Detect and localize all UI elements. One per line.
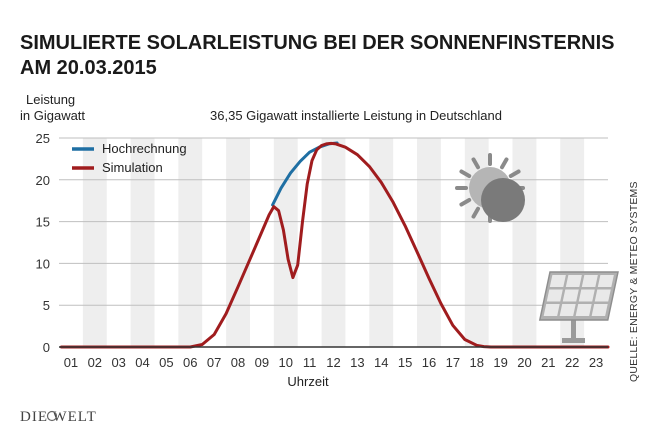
solar-panel-icon bbox=[538, 271, 619, 343]
x-tick-08: 08 bbox=[231, 355, 245, 370]
x-tick-18: 18 bbox=[469, 355, 483, 370]
chart-title-line2: AM 20.03.2015 bbox=[20, 57, 157, 79]
x-tick-21: 21 bbox=[541, 355, 555, 370]
panel-cell-2-0 bbox=[543, 304, 560, 316]
y-tick-10: 10 bbox=[36, 256, 50, 271]
panel-cell-2-3 bbox=[591, 304, 608, 316]
series-line-simulation bbox=[59, 141, 610, 349]
panel-grid bbox=[538, 271, 619, 321]
hour-stripe-2 bbox=[82, 138, 107, 347]
x-tick-16: 16 bbox=[422, 355, 436, 370]
panel-cell-1-1 bbox=[562, 289, 579, 302]
hour-stripe-4 bbox=[130, 138, 155, 347]
series-lines bbox=[59, 141, 610, 349]
die-welt-logo: DIE WELT bbox=[20, 409, 97, 425]
sun-ray-10 bbox=[500, 157, 509, 170]
x-tick-12: 12 bbox=[326, 355, 340, 370]
x-tick-23: 23 bbox=[589, 355, 603, 370]
panel-post bbox=[571, 318, 576, 340]
panel-cell-1-2 bbox=[578, 289, 595, 302]
x-tick-22: 22 bbox=[565, 355, 579, 370]
hour-stripe-12 bbox=[321, 138, 346, 347]
moon-disc bbox=[481, 178, 525, 222]
panel-cell-0-2 bbox=[581, 275, 598, 287]
panel-cell-2-2 bbox=[575, 304, 592, 316]
panel-cell-2-1 bbox=[559, 304, 576, 316]
x-tick-labels: 01 02 03 04 05 06 07 08 09 10 11 12 13 14 15 16 17 18 19 20… bbox=[64, 355, 604, 370]
x-tick-15: 15 bbox=[398, 355, 412, 370]
x-tick-01: 01 bbox=[64, 355, 78, 370]
x-tick-07: 07 bbox=[207, 355, 221, 370]
x-tick-11: 11 bbox=[303, 355, 317, 370]
hour-stripe-20 bbox=[512, 138, 537, 347]
x-tick-03: 03 bbox=[111, 355, 125, 370]
y-tick-25: 25 bbox=[36, 131, 50, 146]
y-tick-5: 5 bbox=[43, 298, 50, 313]
sun-ray-8 bbox=[471, 157, 480, 170]
source-note: QUELLE: ENERGY & METEO SYSTEMS bbox=[628, 181, 640, 382]
x-tick-05: 05 bbox=[159, 355, 173, 370]
y-tick-labels: 0 5 10 15 20 25 bbox=[36, 131, 50, 355]
hour-stripe-16 bbox=[417, 138, 441, 347]
y-axis-label-line1: Leistung bbox=[26, 92, 75, 107]
hour-stripe-6 bbox=[178, 138, 203, 347]
eclipse-sun-icon bbox=[455, 153, 525, 223]
panel-cell-0-1 bbox=[565, 275, 582, 287]
legend: Hochrechnung Simulation bbox=[72, 141, 187, 175]
x-tick-19: 19 bbox=[493, 355, 507, 370]
hour-stripe-8 bbox=[226, 138, 250, 347]
panel-cell-0-0 bbox=[549, 275, 566, 287]
panel-cell-1-0 bbox=[546, 289, 563, 302]
brand-mark bbox=[46, 410, 58, 422]
y-tick-15: 15 bbox=[36, 215, 50, 230]
sun-ray-7 bbox=[459, 169, 472, 178]
panel-cell-1-3 bbox=[594, 289, 611, 302]
sun-ray-5 bbox=[459, 198, 472, 207]
sun-ray-11 bbox=[508, 169, 521, 178]
sun-ray-4 bbox=[471, 206, 480, 219]
grid bbox=[59, 137, 608, 306]
x-tick-02: 02 bbox=[88, 355, 102, 370]
x-tick-17: 17 bbox=[446, 355, 460, 370]
x-tick-06: 06 bbox=[183, 355, 197, 370]
y-tick-20: 20 bbox=[36, 173, 50, 188]
x-tick-14: 14 bbox=[374, 355, 388, 370]
brand-text: DIE WELT bbox=[20, 409, 97, 425]
x-tick-20: 20 bbox=[517, 355, 531, 370]
x-axis-label: Uhrzeit bbox=[287, 374, 329, 389]
x-tick-13: 13 bbox=[350, 355, 364, 370]
panel-cell-0-3 bbox=[597, 275, 614, 287]
x-tick-10: 10 bbox=[279, 355, 293, 370]
y-axis-label-line2: in Gigawatt bbox=[20, 108, 85, 123]
legend-label-simulation: Simulation bbox=[102, 160, 163, 175]
x-tick-04: 04 bbox=[135, 355, 149, 370]
chart-title-line1: SIMULIERTE SOLARLEISTUNG BEI DER SONNENF… bbox=[20, 32, 614, 54]
legend-label-hochrechnung: Hochrechnung bbox=[102, 141, 187, 156]
panel-base bbox=[562, 338, 585, 343]
capacity-annotation: 36,35 Gigawatt installierte Leistung in … bbox=[210, 108, 502, 123]
x-tick-09: 09 bbox=[255, 355, 269, 370]
y-tick-0: 0 bbox=[43, 340, 50, 355]
